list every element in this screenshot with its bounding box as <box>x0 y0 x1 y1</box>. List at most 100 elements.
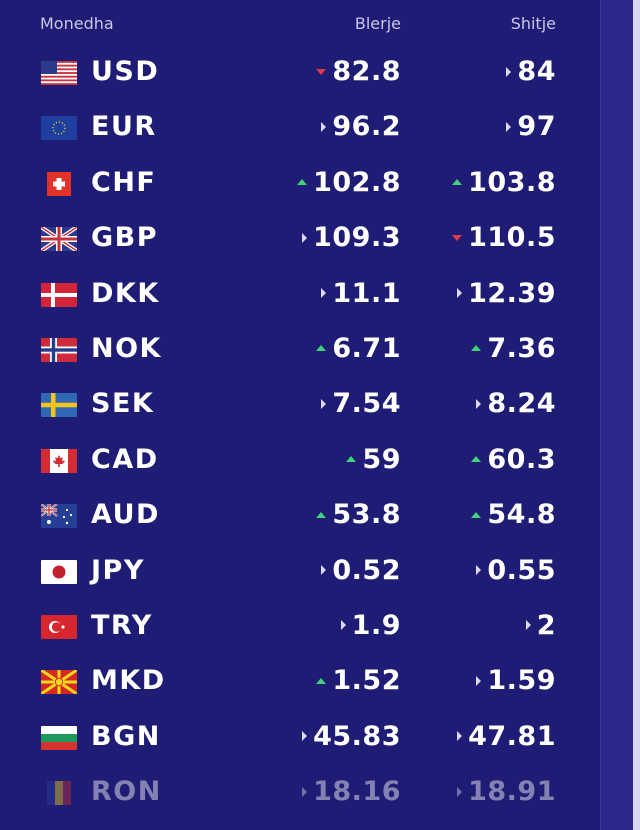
sell-rate: 84 <box>506 56 556 87</box>
sell-value: 1.59 <box>487 665 556 697</box>
trend-same-icon <box>321 288 327 299</box>
rate-row-aud: AUD 53.8 54.8 <box>0 488 600 543</box>
rate-list: USD 82.8 84 EUR 96.2 97 CHF 102.8 103.8 GBP 109.3 1… <box>0 45 600 820</box>
rate-row-eur: EUR 96.2 97 <box>0 100 600 155</box>
currency-code: TRY <box>91 609 153 641</box>
buy-value: 59 <box>362 443 401 475</box>
buy-value: 82.8 <box>332 56 401 87</box>
ch-flag-icon <box>41 171 77 196</box>
sell-rate: 1.59 <box>476 665 556 696</box>
sell-value: 8.24 <box>487 388 556 420</box>
rate-row-usd: USD 82.8 84 <box>0 45 600 100</box>
column-header-sell: Shitje <box>510 14 556 33</box>
column-header-currency: Monedha <box>40 14 114 33</box>
jp-flag-icon <box>41 559 77 584</box>
sell-value: 84 <box>517 56 556 87</box>
bg-flag-icon <box>41 725 77 750</box>
sell-value: 12.39 <box>468 277 556 309</box>
sell-value: 103.8 <box>468 166 556 198</box>
trend-same-icon <box>506 121 512 132</box>
rate-row-cad: CAD 59 60.3 <box>0 433 600 488</box>
sell-rate: 0.55 <box>476 555 556 586</box>
rate-row-try: TRY 1.9 2 <box>0 599 600 654</box>
sell-rate: 8.24 <box>476 388 556 419</box>
buy-value: 96.2 <box>332 111 401 143</box>
rate-row-gbp: GBP 109.3 110.5 <box>0 211 600 266</box>
sell-rate: 47.81 <box>457 721 556 752</box>
sell-rate: 54.8 <box>471 499 556 530</box>
currency-code: NOK <box>91 332 162 364</box>
se-flag-icon <box>41 393 77 418</box>
trend-same-icon <box>457 786 463 797</box>
rate-row-bgn: BGN 45.83 47.81 <box>0 710 600 765</box>
scrollbar[interactable] <box>633 0 640 830</box>
buy-value: 53.8 <box>332 499 401 531</box>
sell-rate: 7.36 <box>471 333 556 364</box>
buy-rate: 18.16 <box>302 776 401 807</box>
trend-same-icon <box>321 121 327 132</box>
sell-value: 7.36 <box>487 332 556 364</box>
sell-value: 110.5 <box>468 222 556 254</box>
eu-flag-icon <box>41 116 77 141</box>
buy-value: 18.16 <box>313 776 401 808</box>
trend-same-icon <box>302 232 308 243</box>
sell-rate: 2 <box>525 609 556 641</box>
buy-value: 1.9 <box>351 609 401 641</box>
trend-up-icon <box>316 511 327 518</box>
mk-flag-icon <box>41 670 77 695</box>
trend-up-icon <box>471 511 482 518</box>
trend-same-icon <box>476 565 482 576</box>
us-flag-icon <box>41 61 77 85</box>
trend-up-icon <box>316 345 327 352</box>
sell-value: 2 <box>536 609 556 641</box>
currency-code: RON <box>91 776 162 808</box>
dk-flag-icon <box>41 282 77 307</box>
trend-down-icon <box>452 234 463 241</box>
buy-value: 45.83 <box>313 720 401 752</box>
sell-rate: 110.5 <box>452 222 556 253</box>
trend-up-icon <box>471 345 482 352</box>
sell-value: 97 <box>517 111 556 143</box>
buy-rate: 53.8 <box>316 499 401 530</box>
buy-value: 11.1 <box>332 277 401 309</box>
buy-rate: 11.1 <box>321 278 401 309</box>
buy-rate: 82.8 <box>316 56 401 87</box>
buy-rate: 0.52 <box>321 555 401 586</box>
buy-value: 102.8 <box>313 166 401 198</box>
au-flag-icon <box>41 504 77 529</box>
rate-row-sek: SEK 7.54 8.24 <box>0 377 600 432</box>
trend-same-icon <box>476 398 482 409</box>
currency-code: BGN <box>91 720 161 752</box>
currency-code: JPY <box>91 554 145 586</box>
currency-code: CAD <box>91 443 159 475</box>
sell-value: 18.91 <box>468 776 556 808</box>
sell-rate: 97 <box>506 111 556 142</box>
gb-flag-icon <box>41 227 77 252</box>
currency-code: SEK <box>91 388 155 420</box>
tr-flag-icon <box>41 614 77 639</box>
trend-up-icon <box>346 456 357 463</box>
buy-rate: 45.83 <box>302 721 401 752</box>
trend-same-icon <box>302 731 308 742</box>
trend-same-icon <box>302 786 308 797</box>
buy-rate: 102.8 <box>297 167 401 198</box>
buy-value: 0.52 <box>332 554 401 586</box>
trend-up-icon <box>297 179 308 186</box>
currency-code: MKD <box>91 665 166 697</box>
sell-value: 0.55 <box>487 554 556 586</box>
table-header: Monedha Blerje Shitje <box>0 0 600 44</box>
buy-rate: 96.2 <box>321 111 401 142</box>
currency-code: EUR <box>91 111 157 143</box>
sell-rate: 12.39 <box>457 278 556 309</box>
buy-rate: 1.52 <box>316 665 401 696</box>
currency-code: GBP <box>91 222 159 254</box>
no-flag-icon <box>41 337 77 362</box>
trend-up-icon <box>471 456 482 463</box>
buy-rate: 1.9 <box>340 609 401 641</box>
trend-up-icon <box>452 179 463 186</box>
trend-same-icon <box>525 620 531 631</box>
rate-row-jpy: JPY 0.52 0.55 <box>0 544 600 599</box>
trend-same-icon <box>321 398 327 409</box>
currency-code: AUD <box>91 499 160 531</box>
trend-same-icon <box>340 620 346 631</box>
